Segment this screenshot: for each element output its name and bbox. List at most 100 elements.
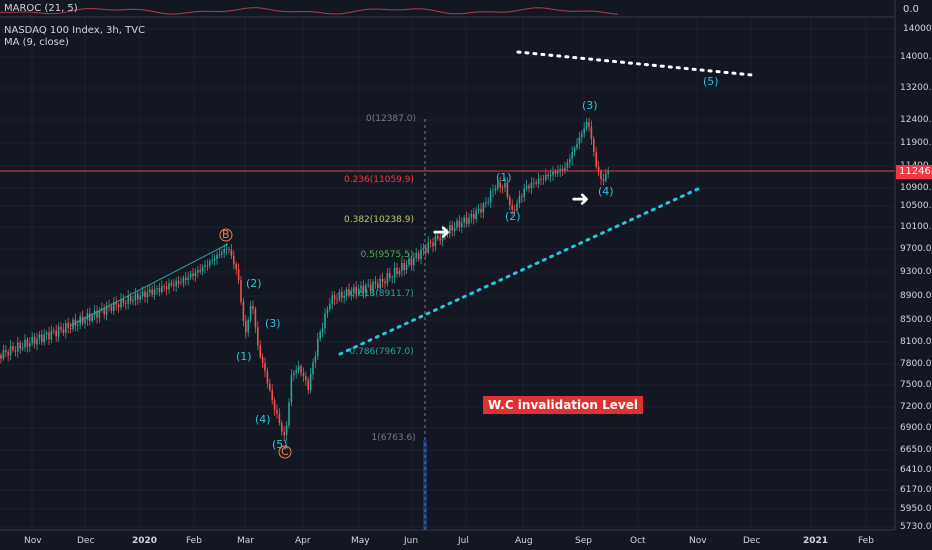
fib-level-label: 0(12387.0) bbox=[366, 114, 416, 124]
candle-body bbox=[113, 302, 115, 311]
candle-body bbox=[305, 376, 307, 381]
candle-body bbox=[187, 277, 189, 280]
candle-body bbox=[341, 292, 343, 298]
candle-body bbox=[300, 366, 302, 374]
fib-level-label: 0.618(8911.7) bbox=[349, 289, 414, 299]
candle-body bbox=[156, 288, 158, 290]
elliott-wave-label: (5) bbox=[703, 75, 719, 88]
candle-body bbox=[29, 343, 31, 347]
candle-body bbox=[98, 310, 101, 318]
time-tick-label: Nov bbox=[689, 536, 707, 546]
candle-body bbox=[240, 280, 242, 303]
candle-body bbox=[451, 225, 453, 231]
maroc-indicator-line bbox=[0, 7, 619, 15]
candle-body bbox=[528, 185, 530, 189]
candle-body bbox=[50, 330, 53, 340]
candle-body bbox=[331, 295, 333, 304]
candle-body bbox=[573, 147, 576, 153]
candle-body bbox=[381, 278, 384, 282]
candle-body bbox=[597, 166, 600, 172]
candle-body bbox=[333, 295, 336, 300]
candle-body bbox=[537, 178, 540, 184]
candle-body bbox=[369, 284, 372, 291]
candle-body bbox=[309, 374, 312, 391]
candle-body bbox=[422, 247, 425, 250]
abc-markers bbox=[219, 228, 292, 459]
price-tick-label: 6650.0 bbox=[900, 445, 932, 455]
candle-body bbox=[489, 191, 492, 203]
candle-body bbox=[499, 182, 501, 188]
candle-body bbox=[321, 328, 324, 332]
candle-body bbox=[115, 302, 117, 305]
fib-level-label: 0.786(7967.0) bbox=[349, 347, 414, 357]
candle-body bbox=[14, 350, 17, 352]
candle-body bbox=[105, 305, 108, 315]
candle-body bbox=[266, 371, 269, 384]
candle-body bbox=[545, 174, 547, 180]
right-arrow-icon: ➜ bbox=[571, 187, 590, 212]
price-tick-label: 13200.0 bbox=[900, 83, 932, 93]
candle-body bbox=[264, 363, 266, 372]
candle-body bbox=[285, 425, 288, 436]
time-tick-label: Dec bbox=[743, 536, 761, 546]
candle-body bbox=[53, 330, 55, 332]
candle-body bbox=[69, 327, 72, 330]
candle-body bbox=[17, 342, 19, 352]
abc-marker-b bbox=[219, 228, 233, 242]
candle-body bbox=[139, 296, 141, 300]
elliott-wave-label: (3) bbox=[265, 317, 281, 330]
price-tick-label: 6900.0 bbox=[900, 423, 932, 433]
candle-body bbox=[77, 324, 79, 326]
candle-body bbox=[48, 332, 50, 340]
candle-body bbox=[439, 238, 441, 241]
candle-body bbox=[261, 357, 264, 364]
candle-body bbox=[566, 162, 569, 168]
candle-body bbox=[127, 296, 129, 304]
price-tick-label: 9700.0 bbox=[900, 244, 932, 254]
candle-body bbox=[254, 309, 257, 328]
candle-body bbox=[307, 380, 309, 391]
candle-body bbox=[504, 182, 506, 188]
candle-body bbox=[482, 203, 485, 213]
candle-body bbox=[173, 285, 175, 287]
current-price-tag: 11246.7 bbox=[896, 165, 932, 179]
candle-body bbox=[605, 173, 607, 181]
candle-body bbox=[57, 326, 60, 337]
price-tick-label: 14000.0 bbox=[900, 52, 932, 62]
symbol-label[interactable]: NASDAQ 100 Index, 3h, TVC bbox=[4, 25, 146, 36]
indicator-label: MAROC (21, 5) bbox=[4, 3, 78, 14]
candle-body bbox=[89, 313, 91, 321]
candle-body bbox=[55, 330, 57, 337]
candle-body bbox=[583, 128, 585, 134]
candle-body bbox=[465, 217, 468, 224]
candle-body bbox=[201, 267, 204, 272]
candle-body bbox=[216, 254, 218, 260]
candle-body bbox=[590, 126, 593, 139]
time-tick-label: Nov bbox=[24, 536, 42, 546]
price-tick-label: 10900.0 bbox=[900, 183, 932, 193]
price-tick-label: 6170.0 bbox=[900, 485, 932, 495]
candle-body bbox=[348, 289, 350, 296]
candle-body bbox=[192, 273, 194, 276]
candle-body bbox=[271, 389, 273, 401]
candle-body bbox=[552, 171, 554, 176]
candle-body bbox=[494, 188, 497, 191]
candle-body bbox=[67, 323, 69, 328]
candle-body bbox=[36, 338, 38, 345]
candle-body bbox=[513, 209, 516, 211]
candle-body bbox=[463, 217, 465, 223]
candle-body bbox=[518, 196, 521, 204]
elliott-wave-label: (1) bbox=[496, 171, 512, 184]
candle-body bbox=[595, 151, 597, 167]
support-dotted-line bbox=[338, 186, 702, 356]
candle-body bbox=[24, 339, 26, 348]
candle-body bbox=[408, 258, 410, 265]
ma-label[interactable]: MA (9, close) bbox=[4, 37, 69, 48]
candle-body bbox=[5, 350, 7, 353]
candle-body bbox=[487, 202, 489, 204]
candle-body bbox=[12, 346, 14, 351]
candle-body bbox=[278, 413, 281, 424]
candle-body bbox=[0, 355, 2, 359]
candle-body bbox=[324, 313, 326, 329]
